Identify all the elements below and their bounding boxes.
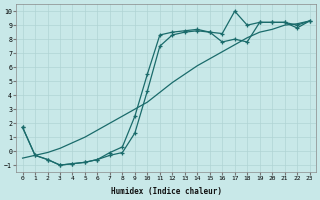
X-axis label: Humidex (Indice chaleur): Humidex (Indice chaleur) [111, 187, 221, 196]
